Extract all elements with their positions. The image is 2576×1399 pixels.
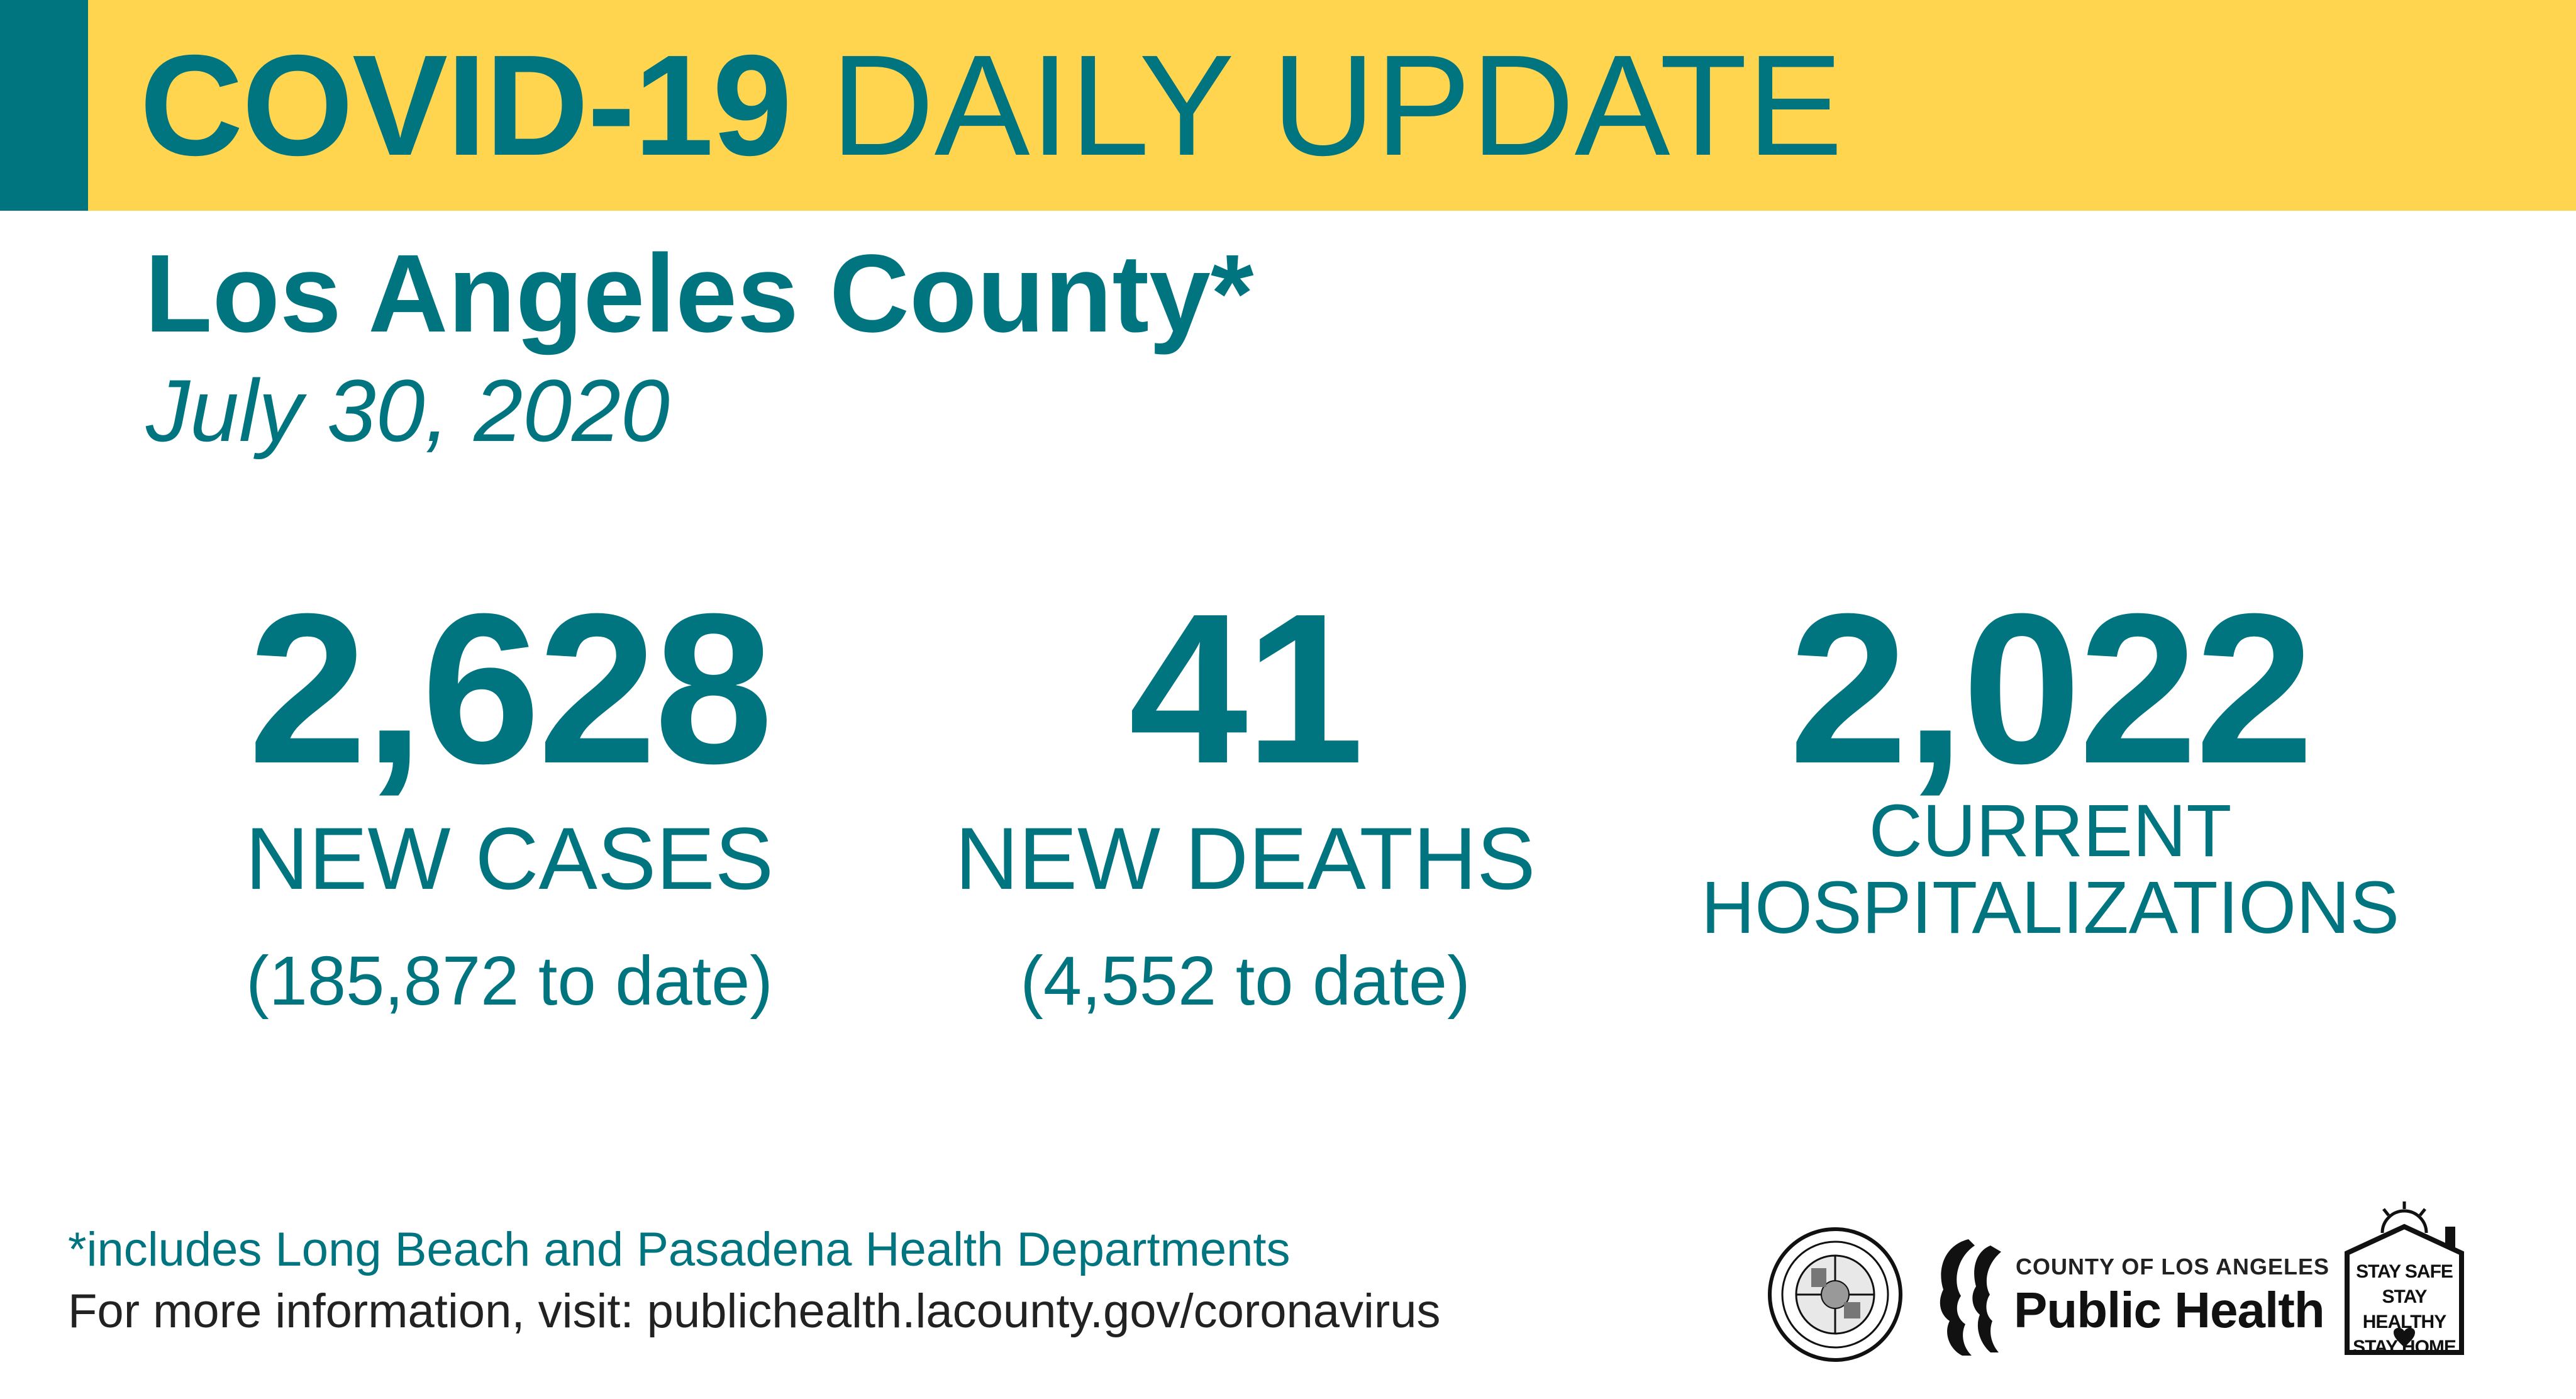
banner-title-strong: COVID-19: [140, 26, 792, 186]
banner-title-light: DAILY UPDATE: [830, 26, 1843, 186]
cases-to-date: (185,872 to date): [246, 942, 773, 1020]
update-date: July 30, 2020: [146, 361, 670, 460]
more-info-link[interactable]: For more information, visit: publichealt…: [68, 1285, 1441, 1338]
stay-line-2: STAY HEALTHY: [2362, 1286, 2446, 1332]
hospitalizations-value: 2,022: [1789, 569, 2314, 808]
stay-home-logo: STAY SAFE STAY HEALTHY STAY HOME: [2338, 1201, 2470, 1365]
county-seal-icon: [1766, 1225, 1904, 1364]
hospitalizations-label-line2: HOSPITALIZATIONS: [1701, 866, 2400, 949]
stay-line-3: STAY HOME: [2353, 1337, 2457, 1357]
new-cases-value: 2,628: [248, 569, 774, 808]
stay-line-1: STAY SAFE: [2356, 1261, 2453, 1282]
stat-new-deaths: 41 NEW DEATHS (4,552 to date): [931, 582, 1560, 1019]
new-cases-label: NEW CASES: [245, 809, 774, 908]
public-health-small-text: COUNTY OF LOS ANGELES: [2016, 1254, 2330, 1279]
public-health-logo: COUNTY OF LOS ANGELES Public Health: [1924, 1233, 2329, 1359]
stay-home-text: STAY SAFE STAY HEALTHY STAY HOME: [2351, 1259, 2458, 1360]
hospitalizations-label-line1: CURRENT: [1868, 789, 2232, 872]
stat-hospitalizations: 2,022 CURRENT HOSPITALIZATIONS: [1673, 582, 2428, 949]
header-banner: COVID-19 DAILY UPDATE: [0, 0, 2576, 211]
stat-new-cases: 2,628 NEW CASES (185,872 to date): [208, 582, 811, 1019]
public-health-big-text: Public Health: [2014, 1282, 2325, 1338]
county-name: Los Angeles County*: [145, 232, 1254, 355]
banner-accent-bar: [0, 0, 88, 211]
banner-title: COVID-19 DAILY UPDATE: [140, 30, 1843, 181]
new-deaths-label: NEW DEATHS: [955, 809, 1536, 908]
new-deaths-value: 41: [1128, 569, 1364, 808]
footnote: *includes Long Beach and Pasadena Health…: [68, 1223, 1291, 1276]
deaths-to-date: (4,552 to date): [1020, 942, 1470, 1020]
